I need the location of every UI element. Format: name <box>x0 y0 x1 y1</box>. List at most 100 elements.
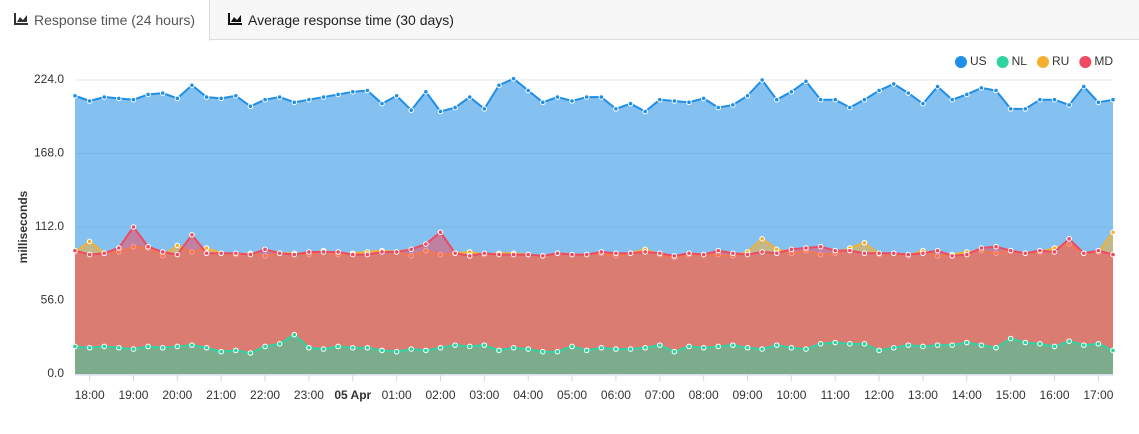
point <box>569 251 575 258</box>
point <box>466 94 473 100</box>
point <box>730 342 736 348</box>
point <box>905 342 912 348</box>
point <box>247 251 254 258</box>
point <box>598 94 605 100</box>
point <box>189 342 195 348</box>
point <box>832 96 839 103</box>
point <box>189 82 195 89</box>
legend-marker <box>954 56 967 68</box>
point <box>306 249 312 255</box>
point <box>861 96 868 103</box>
point <box>437 344 444 351</box>
point <box>130 346 137 352</box>
point <box>1051 249 1058 255</box>
point <box>656 96 663 103</box>
point <box>1037 96 1043 103</box>
tab[interactable]: Response time (24 hours) <box>0 0 210 41</box>
point <box>101 343 108 350</box>
point <box>1022 106 1029 112</box>
point <box>920 250 926 257</box>
point <box>1022 339 1029 346</box>
point <box>1110 229 1116 236</box>
point <box>393 92 400 99</box>
point <box>466 343 473 350</box>
x-tick-label: 04:00 <box>513 388 543 402</box>
legend-marker <box>1079 56 1092 68</box>
point <box>1110 251 1116 258</box>
point <box>408 246 415 253</box>
point <box>978 85 985 91</box>
point <box>847 104 853 111</box>
point <box>379 100 385 107</box>
tab-label: Average response time (30 days) <box>248 12 454 28</box>
x-tick-label: 13:00 <box>908 388 938 402</box>
point <box>130 224 137 230</box>
point <box>715 343 722 350</box>
y-tick-label: 56.0 <box>41 293 65 307</box>
tab-label: Response time (24 hours) <box>34 12 196 28</box>
point <box>876 250 882 257</box>
point <box>905 90 912 96</box>
point <box>949 96 955 103</box>
x-tick-label: 02:00 <box>425 388 455 402</box>
point <box>291 331 298 338</box>
point <box>393 348 400 355</box>
point <box>993 243 999 250</box>
point <box>101 94 108 100</box>
point <box>642 108 648 115</box>
point <box>189 232 195 238</box>
point <box>393 249 400 255</box>
point <box>349 251 356 258</box>
point <box>203 344 210 351</box>
x-tick-label: 21:00 <box>206 388 236 402</box>
point <box>203 250 210 257</box>
point <box>276 341 283 347</box>
x-tick-label: 05:00 <box>557 388 587 402</box>
point <box>554 94 561 100</box>
point <box>759 77 765 83</box>
x-tick-label: 01:00 <box>382 388 412 402</box>
point <box>890 81 897 87</box>
point <box>116 245 122 251</box>
point <box>159 90 166 96</box>
point <box>1110 96 1116 103</box>
point <box>642 344 648 351</box>
point <box>934 247 941 254</box>
point <box>817 341 824 347</box>
point <box>203 245 210 251</box>
legend-marker <box>1036 56 1049 68</box>
point <box>86 238 93 245</box>
point <box>744 251 751 258</box>
point <box>496 82 502 89</box>
point <box>452 104 458 111</box>
point <box>101 250 108 257</box>
point <box>934 83 941 90</box>
x-tick-label: 18:00 <box>75 388 105 402</box>
tab[interactable]: Average response time (30 days) <box>214 0 474 40</box>
point <box>847 247 853 254</box>
point <box>364 87 371 94</box>
point <box>832 247 839 254</box>
area <box>75 227 1113 374</box>
point <box>993 344 999 351</box>
point <box>920 100 926 107</box>
point <box>262 246 268 253</box>
point <box>583 251 590 258</box>
point <box>890 344 897 351</box>
point <box>744 344 751 351</box>
point <box>773 96 780 103</box>
x-tick-label: 22:00 <box>250 388 280 402</box>
line <box>74 77 1114 113</box>
point <box>466 253 473 259</box>
point <box>1110 347 1116 354</box>
point <box>1080 250 1087 257</box>
point <box>423 347 429 354</box>
x-tick-label: 07:00 <box>645 388 675 402</box>
point <box>525 87 532 94</box>
point <box>218 250 224 257</box>
point <box>496 251 502 258</box>
x-tick-label: 14:00 <box>952 388 982 402</box>
point <box>715 104 722 111</box>
